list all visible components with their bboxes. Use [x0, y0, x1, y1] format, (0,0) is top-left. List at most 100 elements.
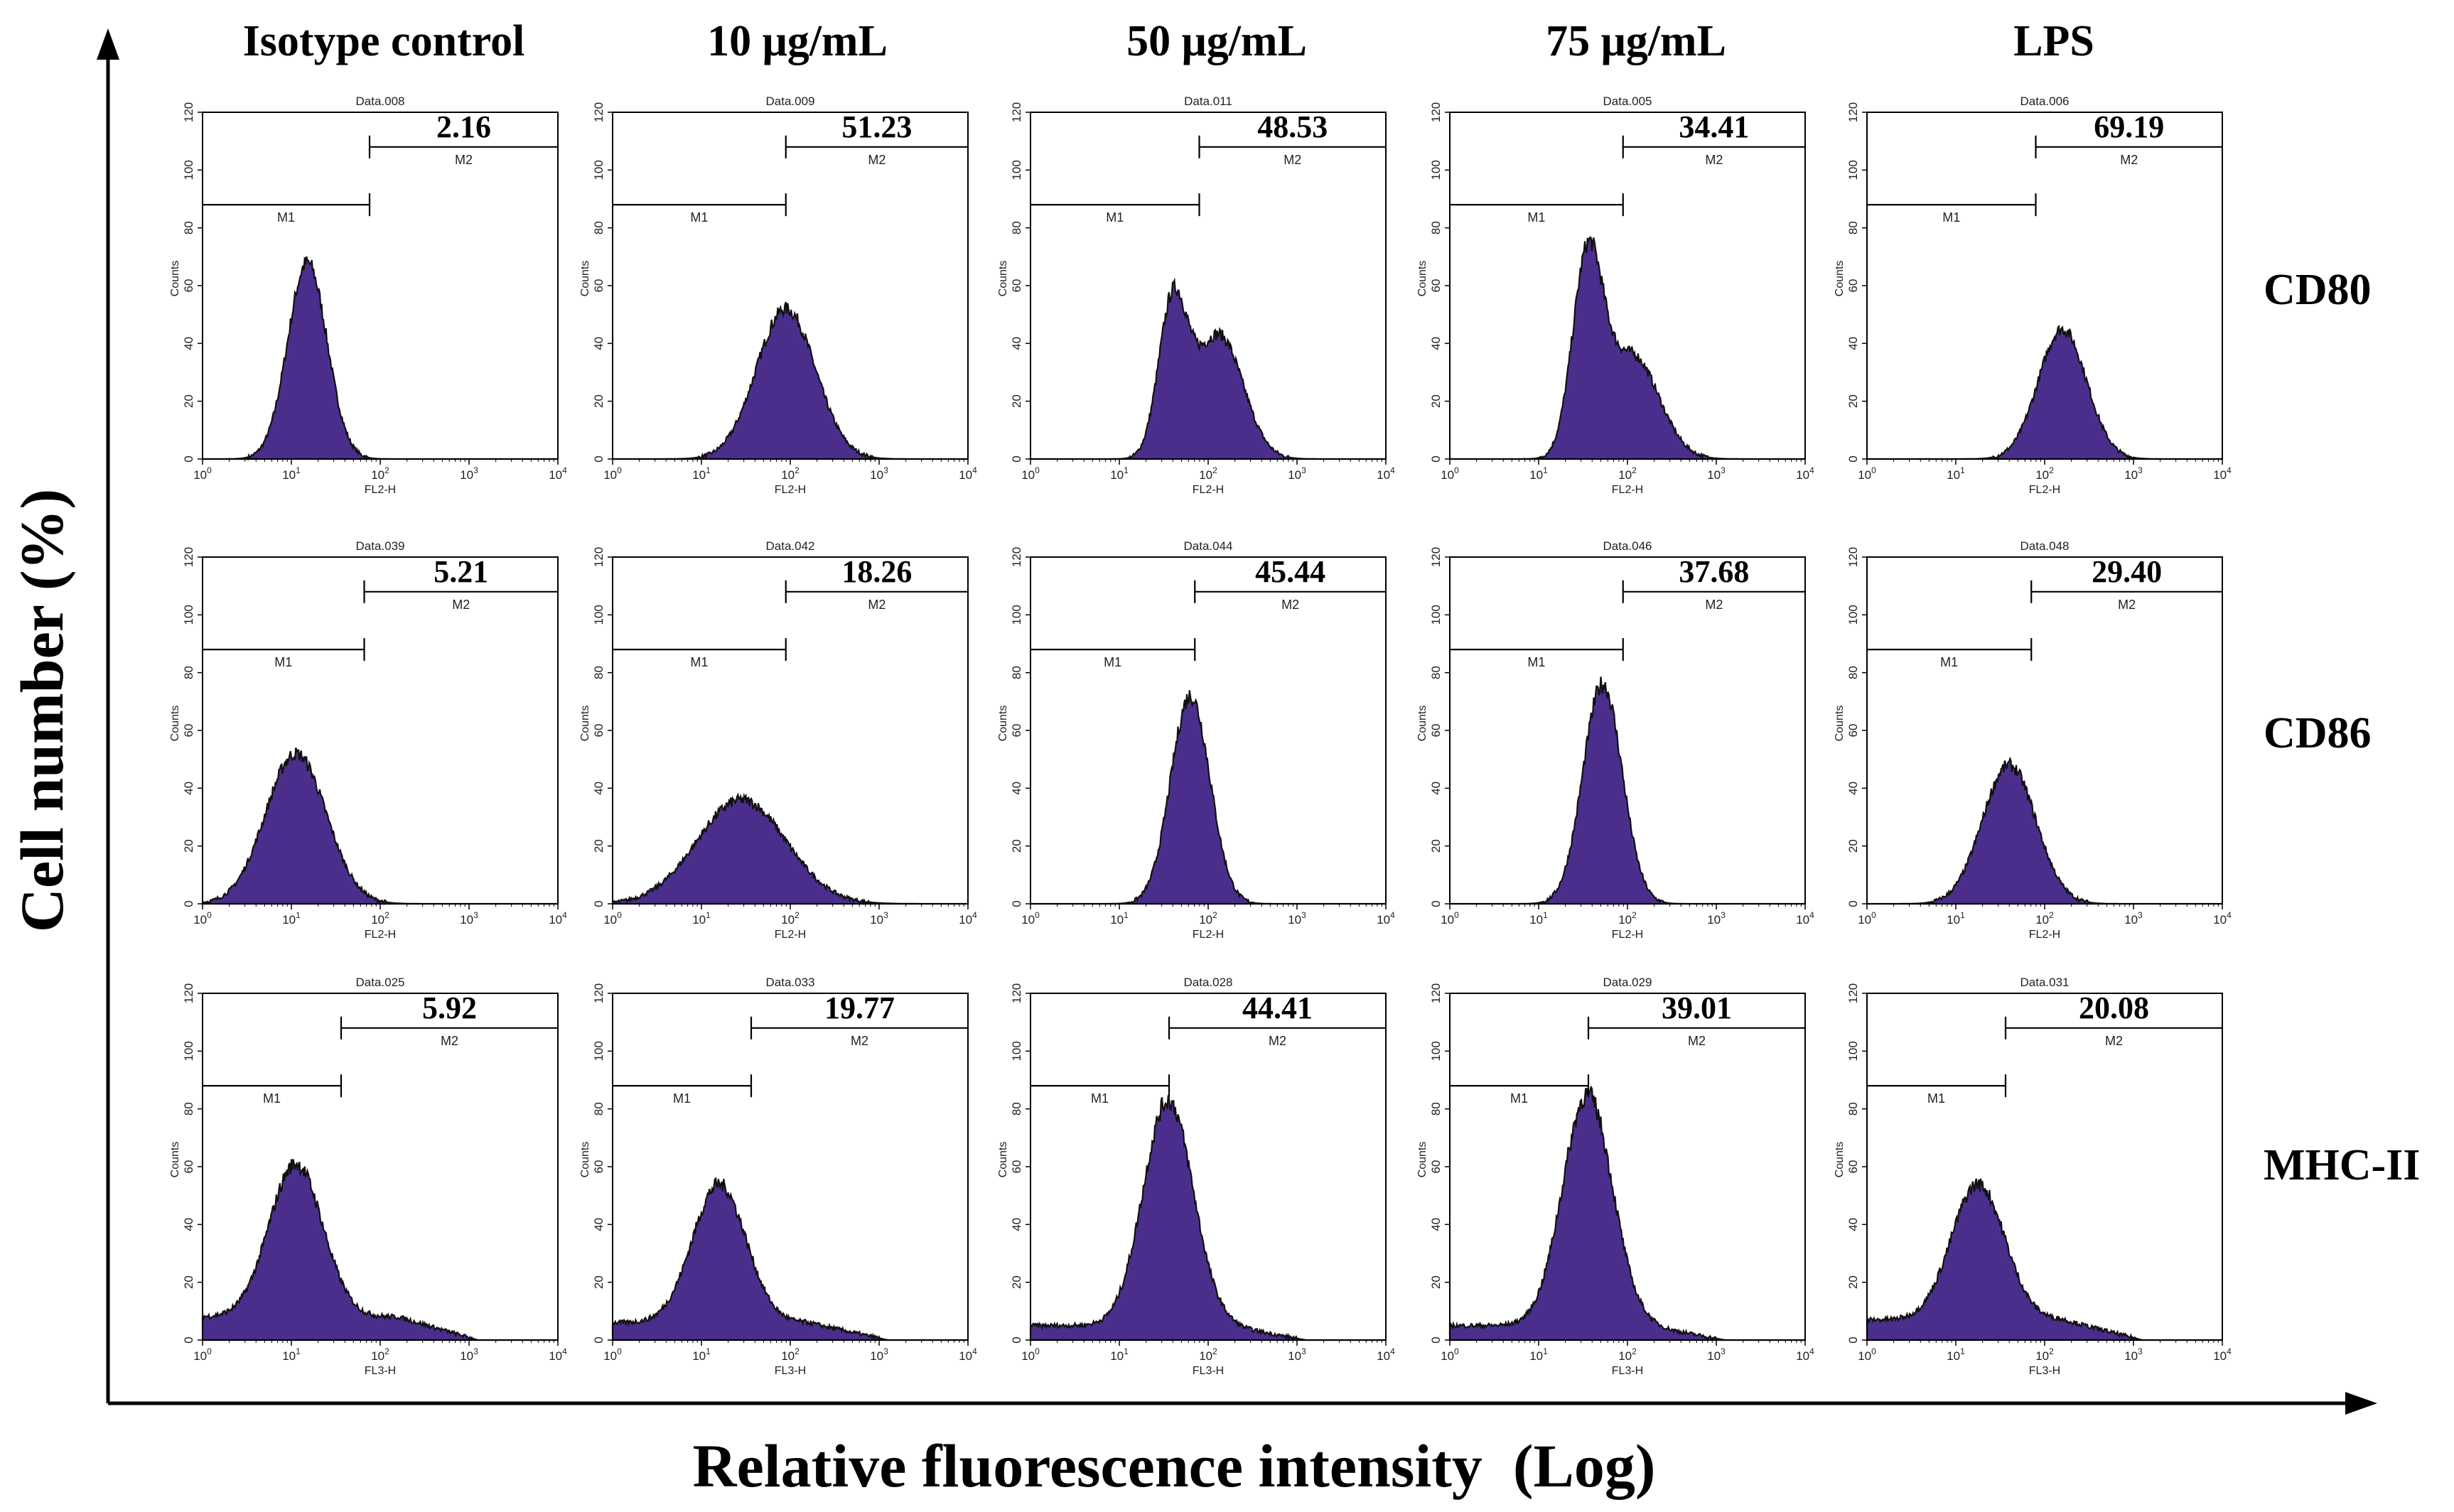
panel-file-name: Data.008	[356, 94, 405, 108]
x-tick-label: 103	[460, 910, 478, 927]
panel-file-name: Data.029	[1603, 976, 1652, 989]
x-tick-label: 104	[549, 465, 567, 482]
y-tick-label: 100	[592, 160, 606, 180]
y-tick-label: 100	[1846, 160, 1860, 180]
y-tick-label: 40	[1429, 1218, 1443, 1231]
histogram-panel: Data.009 0 20 40 60 80 100 120 Counts 100 101 102 10…	[579, 94, 977, 496]
y-tick-label: 0	[592, 900, 606, 907]
x-channel-label: FL3-H	[775, 1365, 806, 1377]
row-label: CD80	[2264, 266, 2372, 314]
x-tick-label: 104	[1377, 465, 1395, 482]
gate-percentage: 39.01	[1662, 990, 1732, 1025]
x-tick-label: 102	[2035, 465, 2054, 482]
column-header: LPS	[2013, 17, 2094, 65]
x-tick-label: 103	[2124, 465, 2143, 482]
y-tick-label: 0	[592, 455, 606, 462]
panel-file-name: Data.044	[1184, 539, 1233, 553]
y-tick-label: 100	[1429, 160, 1443, 180]
x-tick-label: 102	[371, 1346, 389, 1363]
y-tick-label: 0	[182, 455, 195, 462]
x-tick-label: 102	[1618, 910, 1637, 927]
x-tick-label: 101	[1529, 465, 1548, 482]
gate-m1-label: M1	[1940, 655, 1958, 669]
histogram-area	[1450, 236, 1805, 460]
gate-percentage: 48.53	[1257, 109, 1328, 144]
y-tick-label: 120	[1010, 547, 1023, 567]
y-tick-label: 20	[1429, 1275, 1443, 1289]
x-tick-label: 100	[1441, 1346, 1459, 1363]
main-x-arrowhead	[2345, 1392, 2377, 1415]
y-axis-label: Counts	[997, 261, 1009, 297]
y-tick-label: 60	[1429, 724, 1443, 738]
gate-m2-label: M2	[2118, 598, 2136, 612]
gate-percentage: 34.41	[1679, 109, 1749, 144]
histogram-panel: Data.042 0 20 40 60 80 100 120 Counts 100 101 102 10…	[579, 539, 977, 941]
y-tick-label: 0	[1010, 455, 1023, 462]
x-tick-label: 104	[1796, 1346, 1814, 1363]
x-tick-label: 104	[549, 1346, 567, 1363]
y-tick-label: 40	[1846, 337, 1860, 350]
y-tick-label: 100	[1846, 605, 1860, 625]
y-tick-label: 80	[1846, 666, 1860, 679]
x-tick-label: 103	[460, 465, 478, 482]
gate-m2-label: M2	[452, 598, 470, 612]
y-axis-label: Counts	[1834, 1142, 1846, 1178]
main-axes	[97, 28, 2377, 1415]
gate-m1-label: M1	[274, 655, 292, 669]
y-tick-label: 120	[1010, 102, 1023, 122]
y-tick-label: 40	[592, 337, 606, 350]
y-tick-label: 80	[1429, 1102, 1443, 1116]
gate-m1-label: M1	[1527, 210, 1545, 225]
y-tick-label: 80	[182, 221, 195, 234]
x-tick-label: 102	[1199, 465, 1217, 482]
y-tick-label: 120	[1429, 547, 1443, 567]
y-tick-label: 120	[1429, 102, 1443, 122]
y-tick-label: 20	[182, 1275, 195, 1289]
histogram-panel: Data.006 0 20 40 60 80 100 120 Counts 100 101 102 10…	[1834, 94, 2232, 496]
y-tick-label: 120	[1010, 983, 1023, 1003]
panel-file-name: Data.005	[1603, 94, 1652, 108]
histogram-area	[1866, 1178, 2222, 1341]
panel-file-name: Data.009	[766, 94, 815, 108]
histogram-panels: Data.008 0 20 40 60 80 100 120 Counts 100 101 102 10…	[169, 94, 2232, 1377]
panel-frame	[1866, 993, 2223, 1341]
x-channel-label: FL2-H	[365, 484, 396, 496]
histogram-area	[1867, 756, 2222, 905]
y-axis-title: Cell number (%)	[8, 489, 76, 932]
gate-m1-label: M1	[690, 655, 708, 669]
y-axis-label: Counts	[1834, 706, 1846, 742]
x-tick-label: 103	[460, 1346, 478, 1363]
gate-m1-label: M1	[1106, 210, 1124, 225]
y-tick-label: 80	[592, 1102, 606, 1116]
y-tick-label: 80	[1846, 1102, 1860, 1116]
x-tick-label: 103	[870, 910, 888, 927]
x-channel-label: FL2-H	[365, 929, 396, 941]
x-tick-label: 100	[1021, 465, 1040, 482]
y-axis-label: Counts	[169, 261, 181, 297]
y-tick-label: 80	[1429, 666, 1443, 679]
y-tick-label: 80	[592, 666, 606, 679]
x-tick-label: 100	[603, 1346, 622, 1363]
panel-file-name: Data.011	[1184, 94, 1232, 108]
histogram-area	[1029, 1095, 1386, 1341]
column-headers: Isotype control 10 μg/mL 50 μg/mL 75 μg/mL L…	[243, 17, 2094, 65]
y-tick-label: 60	[1846, 1160, 1860, 1174]
y-tick-label: 120	[592, 983, 606, 1003]
x-tick-label: 101	[692, 910, 711, 927]
y-axis-label: Counts	[1416, 261, 1428, 297]
x-channel-label: FL2-H	[775, 929, 806, 941]
histogram-area	[201, 1159, 558, 1341]
x-tick-label: 104	[959, 910, 977, 927]
x-channel-label: FL2-H	[2029, 484, 2060, 496]
x-channel-label: FL2-H	[1612, 929, 1643, 941]
y-tick-label: 0	[1010, 900, 1023, 907]
x-tick-label: 104	[959, 1346, 977, 1363]
x-tick-label: 104	[2213, 1346, 2232, 1363]
y-tick-label: 60	[1846, 279, 1860, 293]
gate-m2-label: M2	[1281, 598, 1299, 612]
y-tick-label: 120	[1429, 983, 1443, 1003]
gate-percentage: 45.44	[1255, 554, 1325, 589]
histogram-panel: Data.005 0 20 40 60 80 100 120 Counts 100 101 102 10…	[1416, 94, 1814, 496]
x-tick-label: 100	[1858, 910, 1876, 927]
x-tick-label: 102	[781, 465, 800, 482]
